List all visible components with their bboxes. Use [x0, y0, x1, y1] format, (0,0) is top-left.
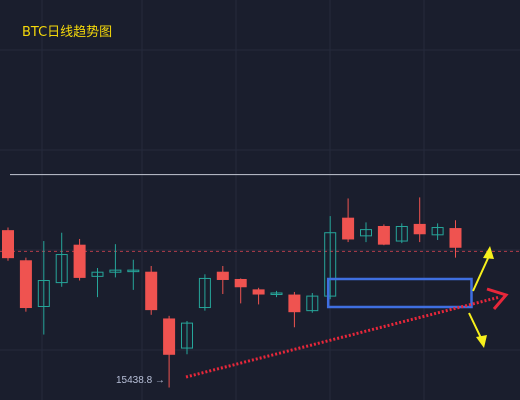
trend-arrow — [185, 287, 509, 379]
candle-17 — [306, 292, 319, 313]
candle-3 — [55, 232, 68, 287]
candle-21 — [377, 224, 390, 246]
candle-body-11 — [198, 277, 211, 309]
candle-body-8 — [145, 271, 158, 311]
candle-body-7 — [127, 269, 140, 273]
candle-body-10 — [181, 322, 193, 349]
breakout-up-line — [472, 255, 490, 292]
candle-body-23 — [413, 223, 426, 235]
candle-8 — [145, 265, 158, 315]
candle-body-1 — [19, 260, 32, 309]
candle-body-21 — [377, 225, 390, 245]
candle-body-17 — [306, 295, 319, 312]
candle-7 — [127, 259, 140, 290]
candle-19 — [342, 198, 355, 243]
candle-14 — [252, 287, 265, 305]
candle-body-9 — [163, 318, 176, 355]
breakout-arrows — [468, 246, 494, 348]
breakout-down-line — [468, 312, 482, 339]
candle-23 — [413, 197, 426, 243]
candle-1 — [19, 257, 32, 312]
candle-11 — [198, 274, 211, 311]
candle-body-13 — [234, 278, 247, 288]
candle-25 — [449, 220, 462, 258]
candle-20 — [360, 222, 372, 243]
candle-18 — [324, 216, 337, 300]
candle-0 — [2, 227, 14, 261]
candle-body-6 — [109, 269, 122, 273]
candle-body-3 — [55, 254, 68, 284]
candle-body-15 — [270, 292, 283, 295]
candle-body-14 — [252, 289, 265, 295]
candle-body-25 — [449, 228, 462, 248]
breakout-down-head — [476, 335, 487, 348]
candle-body-19 — [342, 217, 355, 240]
candle-12 — [216, 265, 229, 295]
candle-body-5 — [91, 271, 104, 277]
candle-2 — [37, 241, 50, 335]
candle-6 — [109, 244, 122, 278]
candle-body-22 — [395, 225, 408, 242]
candle-body-12 — [216, 271, 229, 280]
candle-10 — [181, 321, 193, 355]
candle-body-0 — [2, 230, 14, 259]
candles — [2, 197, 462, 388]
candle-13 — [234, 278, 247, 304]
candle-body-4 — [73, 244, 86, 278]
candle-16 — [288, 291, 301, 328]
candle-24 — [431, 223, 444, 240]
candle-body-20 — [360, 229, 372, 237]
candle-9 — [163, 315, 176, 388]
candle-body-2 — [37, 280, 50, 307]
consolidation-box — [326, 277, 473, 309]
candle-22 — [395, 223, 408, 244]
low-price-label: 15438.8 → — [116, 375, 165, 386]
chart-title: BTC日线趋势图 — [22, 24, 112, 40]
candle-15 — [270, 290, 283, 298]
candle-body-24 — [431, 227, 444, 236]
candle-body-18 — [324, 232, 337, 297]
breakout-up-head — [483, 246, 494, 259]
trend-arrow-head — [486, 287, 509, 310]
candle-4 — [73, 238, 86, 281]
candle-body-16 — [288, 294, 301, 313]
candle-5 — [91, 268, 104, 298]
